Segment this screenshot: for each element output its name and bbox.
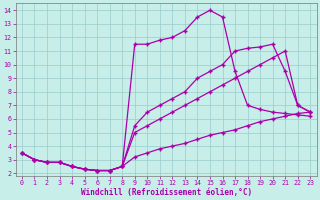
- X-axis label: Windchill (Refroidissement éolien,°C): Windchill (Refroidissement éolien,°C): [81, 188, 252, 197]
